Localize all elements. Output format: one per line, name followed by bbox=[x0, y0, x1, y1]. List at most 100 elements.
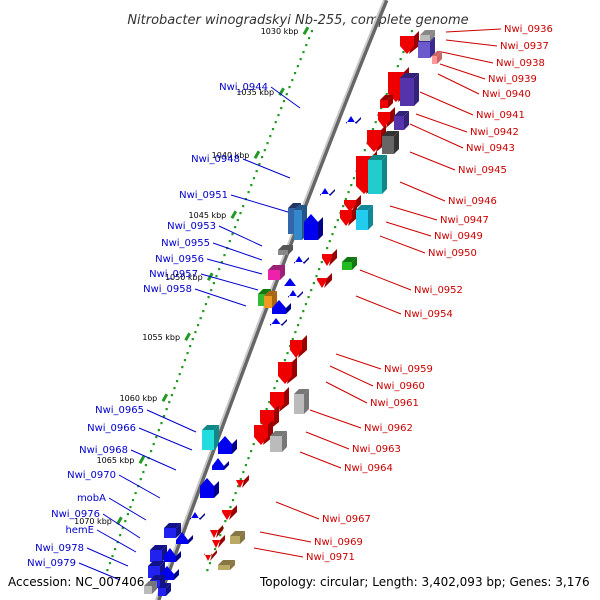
gene-label-forward[interactable]: Nwi_0960 bbox=[376, 381, 425, 392]
gene-label-reverse[interactable]: Nwi_0978 bbox=[35, 543, 84, 554]
gene-label-forward[interactable]: Nwi_0950 bbox=[428, 248, 477, 259]
gene-feature[interactable] bbox=[236, 475, 249, 488]
gene-feature[interactable] bbox=[176, 532, 193, 544]
gene-feature[interactable] bbox=[164, 523, 181, 538]
gene-feature[interactable] bbox=[230, 531, 245, 544]
gene-feature[interactable] bbox=[272, 300, 291, 314]
leader-line bbox=[86, 547, 129, 567]
gene-label-reverse[interactable]: Nwi_0965 bbox=[95, 405, 144, 416]
gene-feature[interactable] bbox=[294, 389, 309, 414]
gene-feature[interactable] bbox=[432, 51, 442, 64]
gene-feature[interactable] bbox=[400, 31, 419, 54]
gene-label-forward[interactable]: Nwi_0961 bbox=[370, 398, 419, 409]
gene-label-reverse[interactable]: Nwi_0976 bbox=[51, 509, 100, 520]
gene-label-forward[interactable]: Nwi_0967 bbox=[322, 514, 371, 525]
gene-label-forward[interactable]: Nwi_0952 bbox=[414, 285, 463, 296]
gene-label-forward[interactable]: Nwi_0938 bbox=[496, 58, 545, 69]
gene-feature[interactable] bbox=[200, 478, 219, 498]
gene-feature[interactable] bbox=[346, 116, 361, 124]
gene-feature[interactable] bbox=[290, 335, 307, 358]
gene-feature[interactable] bbox=[368, 155, 387, 194]
gene-feature[interactable] bbox=[320, 188, 335, 196]
gene-feature[interactable] bbox=[378, 107, 395, 128]
gene-label-forward[interactable]: Nwi_0971 bbox=[306, 552, 355, 563]
gene-label-forward[interactable]: Nwi_0963 bbox=[352, 444, 401, 455]
gene-label-reverse[interactable]: Nwi_0979 bbox=[27, 558, 76, 569]
ruler-dot bbox=[269, 135, 272, 138]
leader-line bbox=[399, 181, 446, 202]
gene-label-forward[interactable]: Nwi_0937 bbox=[500, 41, 549, 52]
gene-label-forward[interactable]: Nwi_0936 bbox=[504, 24, 553, 35]
gene-label-forward[interactable]: Nwi_0964 bbox=[344, 463, 393, 474]
gene-label-reverse[interactable]: Nwi_0970 bbox=[67, 470, 116, 481]
gene-feature[interactable] bbox=[222, 505, 237, 520]
gene-feature[interactable] bbox=[212, 458, 229, 470]
gene-feature[interactable] bbox=[204, 550, 217, 561]
ruler-dot bbox=[250, 450, 253, 453]
gene-feature[interactable] bbox=[322, 249, 337, 266]
gene-label-reverse[interactable]: hemE bbox=[65, 525, 94, 536]
ruler-dot bbox=[160, 422, 163, 425]
ruler-dot bbox=[271, 128, 275, 131]
gene-feature[interactable] bbox=[278, 357, 297, 384]
gene-label-forward[interactable]: Nwi_0941 bbox=[476, 110, 525, 121]
gene-feature[interactable] bbox=[278, 245, 293, 255]
gene-feature[interactable] bbox=[340, 205, 357, 226]
leader-line bbox=[325, 381, 368, 404]
gene-feature[interactable] bbox=[284, 278, 301, 286]
gene-label-reverse[interactable]: Nwi_0955 bbox=[161, 238, 210, 249]
gene-feature[interactable] bbox=[420, 30, 435, 41]
ruler-dot bbox=[223, 254, 226, 257]
gene-feature[interactable] bbox=[210, 525, 223, 538]
gene-feature[interactable] bbox=[342, 257, 357, 270]
gene-feature[interactable] bbox=[164, 548, 181, 562]
gene-label-reverse[interactable]: Nwi_0956 bbox=[155, 254, 204, 265]
gene-label-forward[interactable]: Nwi_0949 bbox=[434, 231, 483, 242]
gene-feature[interactable] bbox=[394, 111, 409, 130]
gene-feature[interactable] bbox=[268, 265, 285, 280]
ruler-dot bbox=[371, 128, 375, 131]
gene-feature[interactable] bbox=[382, 131, 399, 154]
gene-feature[interactable] bbox=[270, 318, 287, 326]
ruler-dot bbox=[265, 408, 268, 411]
gene-label-forward[interactable]: Nwi_0962 bbox=[364, 423, 413, 434]
gene-feature[interactable] bbox=[144, 581, 157, 594]
gene-label-forward[interactable]: Nwi_0945 bbox=[458, 165, 507, 176]
gene-label-forward[interactable]: Nwi_0943 bbox=[466, 143, 515, 154]
gene-label-forward[interactable]: Nwi_0954 bbox=[404, 309, 453, 320]
gene-label-forward[interactable]: Nwi_0969 bbox=[314, 537, 363, 548]
gene-feature[interactable] bbox=[202, 425, 219, 450]
gene-label-reverse[interactable]: Nwi_0957 bbox=[149, 269, 198, 280]
gene-feature[interactable] bbox=[190, 512, 205, 520]
gene-feature[interactable] bbox=[218, 560, 235, 570]
gene-label-reverse[interactable]: Nwi_0944 bbox=[219, 82, 268, 93]
gene-label-forward[interactable]: Nwi_0939 bbox=[488, 74, 537, 85]
gene-label-reverse[interactable]: Nwi_0951 bbox=[179, 190, 228, 201]
gene-feature[interactable] bbox=[356, 205, 373, 230]
gene-label-reverse[interactable]: Nwi_0968 bbox=[79, 445, 128, 456]
gene-label-reverse[interactable]: Nwi_0966 bbox=[87, 423, 136, 434]
gene-feature[interactable] bbox=[270, 431, 287, 452]
gene-feature[interactable] bbox=[270, 387, 289, 412]
gene-feature[interactable] bbox=[400, 73, 419, 106]
gene-feature[interactable] bbox=[380, 95, 393, 108]
gene-feature[interactable] bbox=[158, 583, 171, 596]
gene-label-reverse[interactable]: Nwi_0953 bbox=[167, 221, 216, 232]
ruler-dot bbox=[252, 443, 255, 446]
gene-label-forward[interactable]: Nwi_0940 bbox=[482, 89, 531, 100]
gene-label-forward[interactable]: Nwi_0947 bbox=[440, 215, 489, 226]
gene-label-forward[interactable]: Nwi_0959 bbox=[384, 364, 433, 375]
gene-feature[interactable] bbox=[304, 214, 323, 240]
gene-label-reverse[interactable]: Nwi_0958 bbox=[143, 284, 192, 295]
gene-feature[interactable] bbox=[218, 436, 237, 454]
gene-feature[interactable] bbox=[288, 290, 303, 298]
gene-feature[interactable] bbox=[294, 256, 309, 264]
gene-label-forward[interactable]: Nwi_0946 bbox=[448, 196, 497, 207]
ruler-dot bbox=[234, 226, 237, 229]
gene-label-reverse[interactable]: Nwi_0948 bbox=[191, 154, 240, 165]
gene-feature[interactable] bbox=[317, 273, 332, 288]
gene-label-reverse[interactable]: mobA bbox=[77, 493, 106, 504]
gene-label-forward[interactable]: Nwi_0942 bbox=[470, 127, 519, 138]
ruler-dot bbox=[239, 478, 242, 481]
gene-feature[interactable] bbox=[212, 535, 225, 548]
